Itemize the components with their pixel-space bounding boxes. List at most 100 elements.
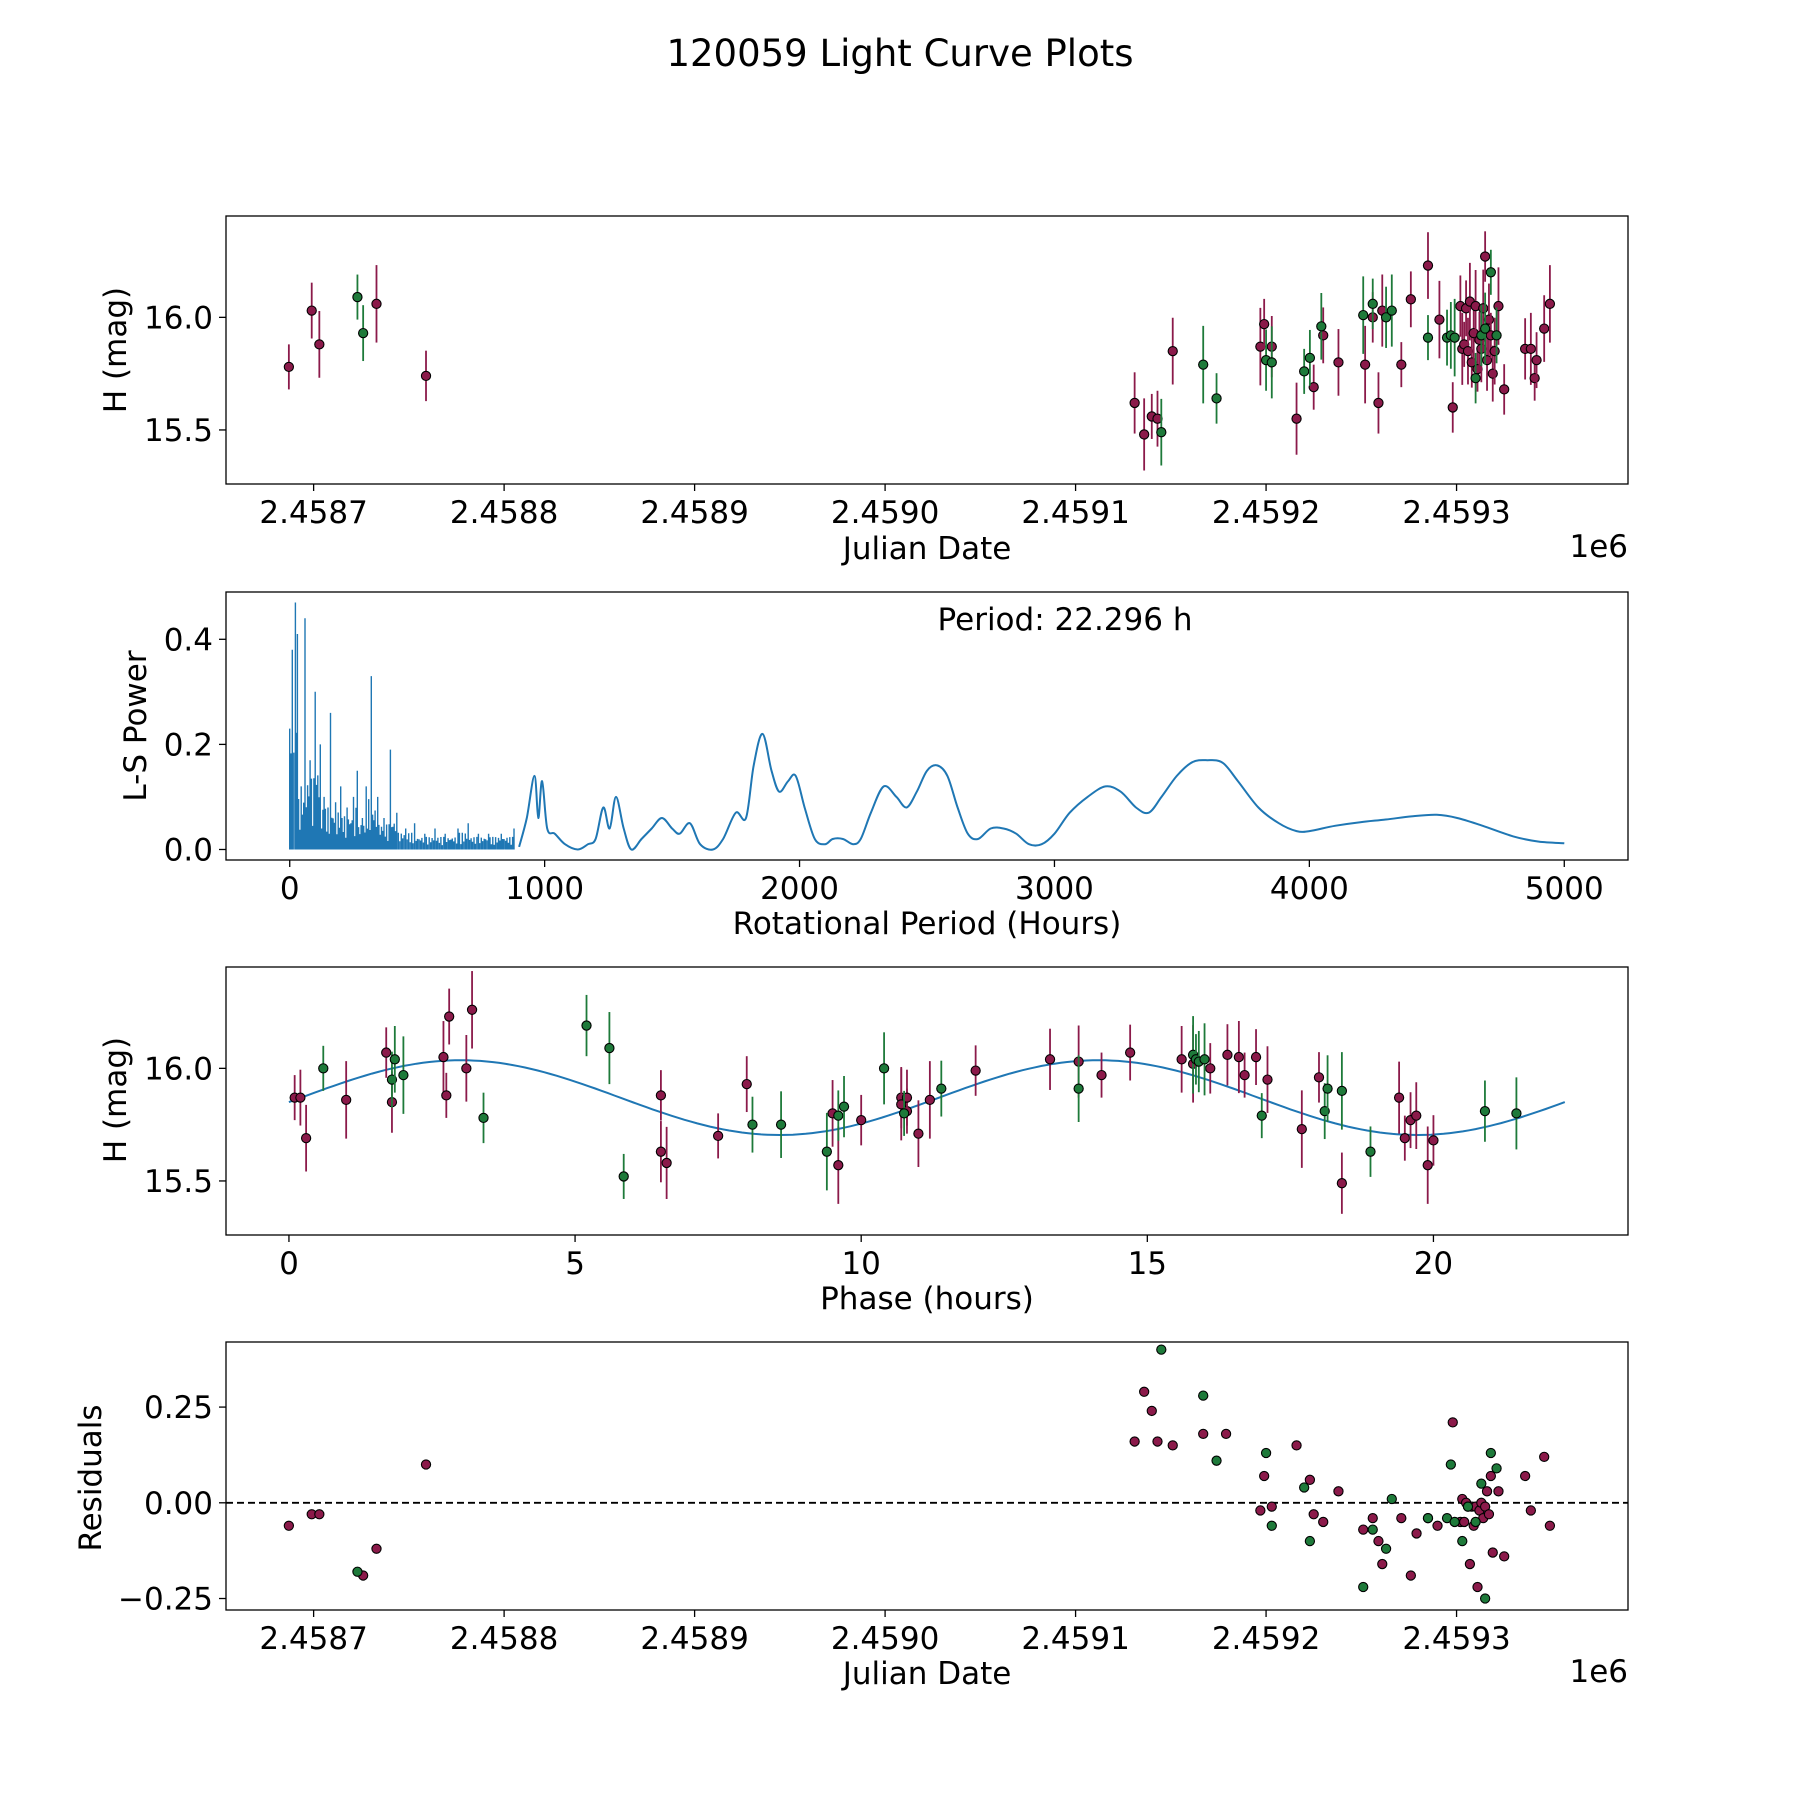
data-point bbox=[1373, 397, 1384, 409]
data-point bbox=[1198, 359, 1209, 370]
y-axis-label: Residuals bbox=[73, 1404, 109, 1551]
data-point bbox=[1525, 343, 1537, 355]
data-point bbox=[1359, 359, 1371, 370]
data-point bbox=[1211, 1455, 1222, 1466]
data-point bbox=[1544, 1520, 1556, 1531]
x-axis-label: Rotational Period (Hours) bbox=[733, 906, 1122, 942]
x-tick-label: 20 bbox=[1414, 1246, 1453, 1282]
axes-frame bbox=[225, 591, 1629, 861]
x-tick-label: 2.4593 bbox=[1402, 495, 1510, 531]
data-point bbox=[318, 1063, 329, 1074]
data-point bbox=[1266, 1501, 1277, 1512]
data-point bbox=[838, 1101, 850, 1112]
data-point bbox=[970, 1065, 981, 1076]
data-point bbox=[1198, 1428, 1209, 1440]
figure-title: 120059 Light Curve Plots bbox=[666, 32, 1133, 75]
data-point bbox=[1250, 1051, 1262, 1063]
data-point bbox=[438, 1051, 449, 1063]
x-tick-label: 2.4592 bbox=[1212, 1621, 1320, 1657]
data-point bbox=[1481, 1486, 1493, 1497]
data-point bbox=[358, 327, 369, 339]
data-point bbox=[1124, 1047, 1136, 1058]
data-point bbox=[1358, 1581, 1369, 1593]
period-annotation: Period: 22.296 h bbox=[938, 602, 1193, 638]
data-point bbox=[1260, 1447, 1272, 1459]
data-point bbox=[1411, 1110, 1422, 1121]
periodogram-line bbox=[518, 732, 1565, 851]
x-axis-label: Julian Date bbox=[841, 531, 1012, 567]
data-point bbox=[1479, 251, 1491, 262]
data-point bbox=[371, 298, 382, 309]
data-point bbox=[1485, 267, 1496, 278]
data-point bbox=[371, 1543, 382, 1554]
data-point bbox=[1479, 323, 1491, 334]
data-point bbox=[1367, 1524, 1378, 1535]
axes-frame bbox=[225, 1341, 1629, 1611]
data-point bbox=[381, 1047, 392, 1058]
data-point bbox=[1259, 1470, 1270, 1482]
data-point bbox=[1291, 413, 1302, 424]
data-point bbox=[1464, 1558, 1476, 1570]
data-point bbox=[1308, 1509, 1319, 1520]
data-point bbox=[604, 1042, 615, 1054]
data-point bbox=[1485, 1470, 1496, 1482]
data-point bbox=[1211, 393, 1222, 404]
x-tick-label: 2.4592 bbox=[1212, 495, 1320, 531]
data-point bbox=[1152, 1436, 1163, 1447]
data-point bbox=[1447, 1417, 1458, 1428]
y-tick-label: 0.00 bbox=[144, 1486, 213, 1522]
data-point bbox=[581, 1020, 592, 1031]
data-point bbox=[1432, 1520, 1443, 1531]
x-tick-label: 5 bbox=[565, 1246, 585, 1282]
data-point bbox=[1365, 1146, 1376, 1157]
data-point bbox=[1422, 1160, 1433, 1171]
data-point bbox=[1544, 298, 1556, 309]
data-point bbox=[655, 1146, 667, 1157]
data-point bbox=[1333, 357, 1344, 368]
data-point bbox=[1220, 1428, 1232, 1440]
data-point bbox=[924, 1094, 936, 1106]
data-point bbox=[1399, 1133, 1410, 1144]
data-point bbox=[618, 1171, 629, 1182]
data-point bbox=[1386, 1493, 1397, 1505]
data-point bbox=[1499, 1551, 1510, 1562]
x-tick-label: 2.4593 bbox=[1402, 1621, 1510, 1657]
data-point bbox=[1396, 1512, 1407, 1524]
periodogram-spikes bbox=[289, 602, 515, 850]
data-point bbox=[466, 1004, 478, 1015]
data-point bbox=[1422, 260, 1434, 271]
data-point bbox=[1380, 1543, 1392, 1554]
data-point bbox=[1176, 1054, 1187, 1065]
data-point bbox=[898, 1108, 910, 1119]
data-point bbox=[1336, 1178, 1348, 1189]
data-point bbox=[1259, 318, 1270, 330]
data-point bbox=[1199, 1054, 1210, 1065]
x-offset-label: 1e6 bbox=[1569, 529, 1628, 565]
data-point bbox=[1367, 1512, 1378, 1524]
x-tick-label: 15 bbox=[1128, 1246, 1167, 1282]
data-point bbox=[1493, 300, 1504, 312]
data-points bbox=[283, 231, 1556, 471]
data-point bbox=[1266, 357, 1277, 368]
data-point bbox=[1491, 330, 1502, 341]
y-tick-label: 15.5 bbox=[144, 413, 213, 449]
data-point bbox=[283, 1520, 295, 1531]
x-tick-label: 2.4589 bbox=[640, 495, 748, 531]
y-tick-label: 0.0 bbox=[164, 832, 213, 868]
data-point bbox=[1487, 368, 1498, 379]
data-point bbox=[1044, 1054, 1056, 1065]
data-point bbox=[1445, 1459, 1456, 1470]
x-tick-label: 0 bbox=[280, 871, 300, 907]
data-point bbox=[1304, 1535, 1316, 1547]
data-point bbox=[398, 1069, 409, 1081]
x-tick-label: 1000 bbox=[505, 871, 584, 907]
y-tick-label: 15.5 bbox=[144, 1164, 213, 1200]
y-ticks: 0.0 0.2 0.4 bbox=[164, 622, 226, 868]
x-tick-label: 2.4591 bbox=[1021, 495, 1129, 531]
panel-residuals: 2.4587 2.4588 2.4589 2.4590 2.4591 2.4592 2.45… bbox=[73, 1341, 1629, 1692]
data-point bbox=[478, 1112, 489, 1124]
data-point bbox=[1318, 1516, 1329, 1528]
data-point bbox=[314, 339, 325, 350]
x-tick-label: 0 bbox=[279, 1246, 299, 1282]
panel-light-curve: 2.4587 2.4588 2.4589 2.4590 2.4591 2.4592 2.45… bbox=[98, 215, 1629, 567]
